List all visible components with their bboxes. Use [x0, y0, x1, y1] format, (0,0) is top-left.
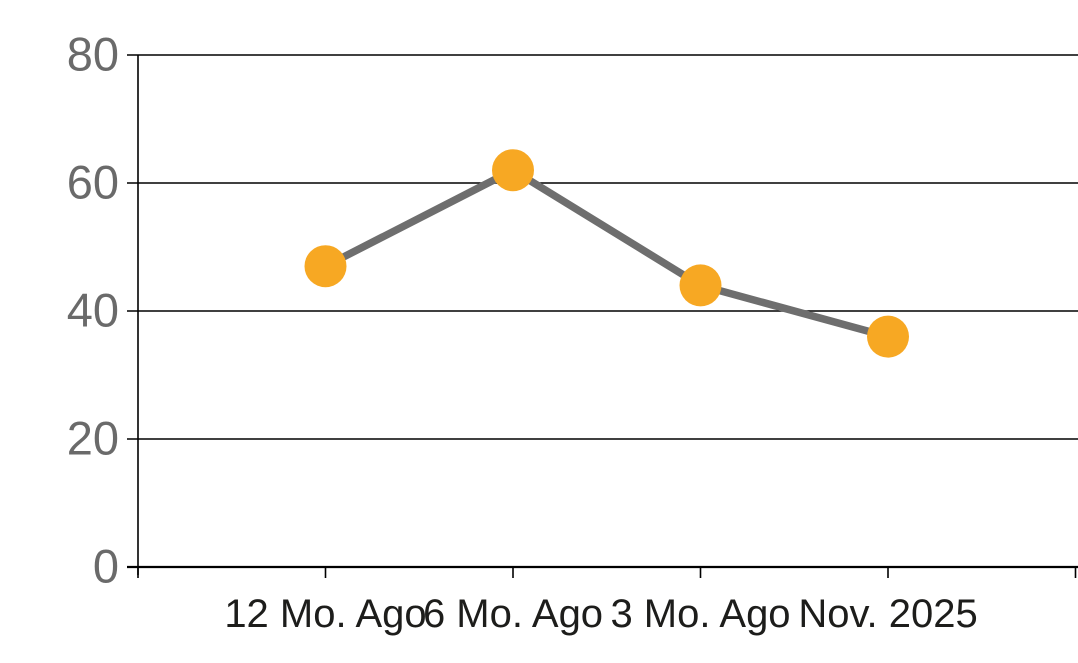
data-point-12-mo-ago — [304, 245, 347, 288]
x-tick-label-6-mo-ago: 6 Mo. Ago — [423, 592, 603, 636]
y-tick-label-40: 40 — [67, 284, 119, 337]
y-tick-label-20: 20 — [67, 412, 119, 465]
series-line — [321, 166, 892, 341]
x-tick-label-nov-2025: Nov. 2025 — [798, 592, 977, 636]
x-tick-label-12-mo-ago: 12 Mo. Ago — [224, 592, 426, 636]
y-tick-label-60: 60 — [67, 156, 119, 209]
y-tick-label-0: 0 — [93, 540, 119, 593]
data-point-6-mo-ago — [492, 149, 534, 192]
data-point-nov-2025 — [867, 315, 909, 358]
data-point-3-mo-ago — [679, 264, 722, 307]
x-tick-label-3-mo-ago: 3 Mo. Ago — [610, 592, 790, 636]
y-tick-label-80: 80 — [67, 28, 119, 81]
